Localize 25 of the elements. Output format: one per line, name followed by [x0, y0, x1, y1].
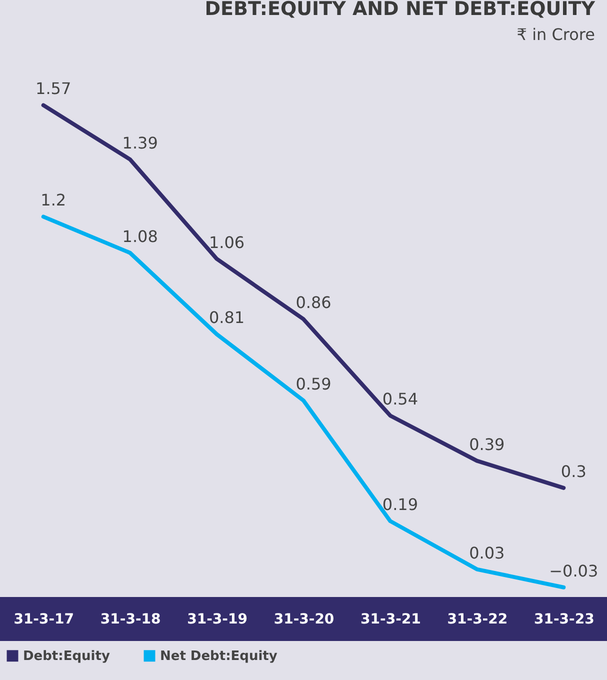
data-label: 1.08 [122, 226, 158, 246]
data-label: 0.86 [296, 293, 332, 312]
chart-title: DEBT:EQUITY AND NET DEBT:EQUITY [204, 0, 596, 20]
legend-label: Net Debt:Equity [160, 648, 278, 664]
data-label: 1.57 [36, 79, 72, 98]
x-tick-label: 31-3-19 [187, 612, 248, 628]
data-label: 0.81 [208, 308, 245, 328]
data-label: 0.59 [296, 374, 332, 394]
x-tick-label: 31-3-21 [360, 612, 421, 628]
data-label: 0.54 [382, 390, 418, 409]
x-tick-label: 31-3-17 [14, 612, 74, 628]
data-label: 0.19 [382, 495, 418, 514]
x-tick-label: 31-3-18 [100, 612, 161, 628]
data-label: 0.39 [469, 434, 505, 454]
x-tick-label: 31-3-22 [447, 612, 508, 628]
x-tick-label: 31-3-20 [274, 612, 334, 628]
legend-label: Debt:Equity [23, 648, 110, 664]
data-label: 0.03 [469, 543, 505, 562]
x-tick-label: 31-3-23 [534, 612, 594, 628]
data-label: 1.06 [208, 232, 245, 252]
data-label: −0.03 [549, 561, 598, 580]
data-label: 1.39 [122, 133, 158, 152]
data-label: 0.3 [560, 462, 586, 481]
chart-subtitle: ₹ in Crore [516, 25, 595, 44]
data-label: 1.2 [40, 190, 66, 210]
